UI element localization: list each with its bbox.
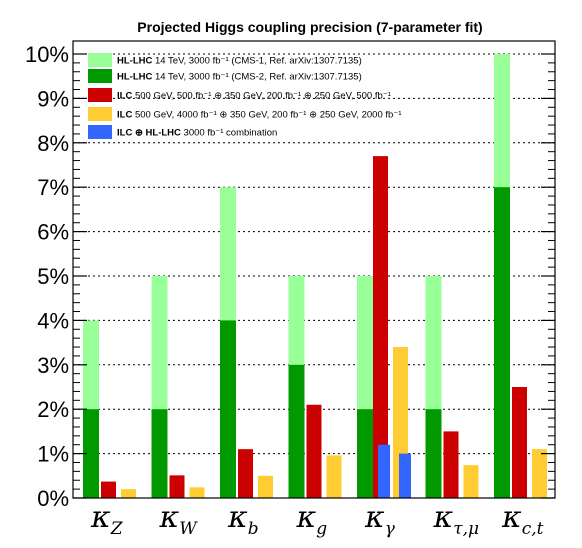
x-tick-label: κγ: [364, 500, 396, 539]
bar-hllhc-cms2: [288, 364, 305, 498]
bar-group: [151, 276, 205, 498]
legend: HL-LHC 14 TeV, 3000 fb⁻¹ (CMS-1, Ref. ar…: [88, 53, 402, 139]
y-tick-label: 2%: [37, 397, 69, 422]
legend-swatch: [88, 69, 112, 83]
bar-group: [220, 187, 273, 498]
legend-swatch: [88, 88, 112, 102]
bar-ilc-500: [443, 431, 459, 498]
y-tick-label: 0%: [37, 486, 69, 511]
x-axis-categories: κZ κW κb κg κγ κτ,μ κc,t: [90, 500, 544, 539]
y-tick-label: 6%: [37, 220, 69, 245]
bar-ilc-4000: [463, 465, 479, 498]
x-tick-label: κg: [296, 500, 328, 539]
bar-hllhc-cms2: [151, 409, 168, 498]
plot-frame: [72, 40, 556, 499]
y-tick-label: 1%: [37, 442, 69, 467]
bar-hllhc-cms2: [425, 409, 442, 498]
legend-entry: HL-LHC 14 TeV, 3000 fb⁻¹ (CMS-1, Ref. ar…: [117, 56, 362, 67]
bar-ilc-4000: [258, 475, 273, 498]
bar-hllhc-cms2: [357, 409, 373, 498]
bar-ilc-500: [238, 449, 253, 498]
x-tick-label: κZ: [90, 500, 124, 539]
bar-ilc-hllhc-combined: [399, 453, 411, 498]
bar-ilc-500: [306, 404, 322, 498]
bar-ilc-4000: [189, 487, 205, 498]
bar-ilc-500: [373, 156, 388, 498]
x-tick-label: κc,t: [501, 500, 544, 539]
legend-entry: ILC 500 GeV, 4000 fb⁻¹ ⊕ 350 GeV, 200 fb…: [117, 110, 402, 121]
bar-group: [494, 54, 547, 498]
y-tick-label: 4%: [37, 308, 69, 333]
bar-ilc-4000: [326, 455, 342, 498]
legend-entry: ILC 500 GeV, 500 fb⁻¹ ⊕ 350 GeV, 200 fb⁻…: [117, 91, 391, 102]
y-tick-label: 9%: [37, 86, 69, 111]
legend-swatch: [88, 53, 112, 67]
bar-hllhc-cms2: [220, 320, 236, 498]
bar-ilc-4000: [121, 489, 136, 498]
legend-entry: ILC ⊕ HL-LHC 3000 fb⁻¹ combination: [117, 128, 277, 139]
bar-hllhc-cms2: [494, 187, 510, 498]
bar-ilc-hllhc-combined: [378, 444, 390, 498]
y-axis: 0% 1% 2% 3% 4% 5% 6% 7% 8% 9% 10%: [25, 42, 555, 511]
bar-group: [357, 156, 411, 498]
x-tick-label: κτ,μ: [433, 500, 480, 539]
x-tick-label: κb: [227, 500, 259, 539]
legend-entry: HL-LHC 14 TeV, 3000 fb⁻¹ (CMS-2, Ref. ar…: [117, 72, 362, 83]
x-tick-label: κW: [159, 500, 199, 539]
y-tick-label: 8%: [37, 131, 69, 156]
bar-group: [425, 276, 479, 498]
bar-ilc-500: [512, 387, 527, 498]
chart-title: Projected Higgs coupling precision (7-pa…: [137, 19, 482, 35]
legend-swatch: [88, 107, 112, 121]
y-tick-label: 5%: [37, 264, 69, 289]
y-tick-label: 10%: [25, 42, 69, 67]
bar-ilc-500: [169, 475, 185, 498]
y-tick-label: 3%: [37, 353, 69, 378]
y-tick-label: 7%: [37, 175, 69, 200]
bar-ilc-500: [101, 481, 116, 498]
bar-ilc-4000: [532, 449, 547, 498]
legend-swatch: [88, 125, 112, 139]
bar-hllhc-cms2: [83, 409, 99, 498]
bar-group: [288, 276, 342, 498]
